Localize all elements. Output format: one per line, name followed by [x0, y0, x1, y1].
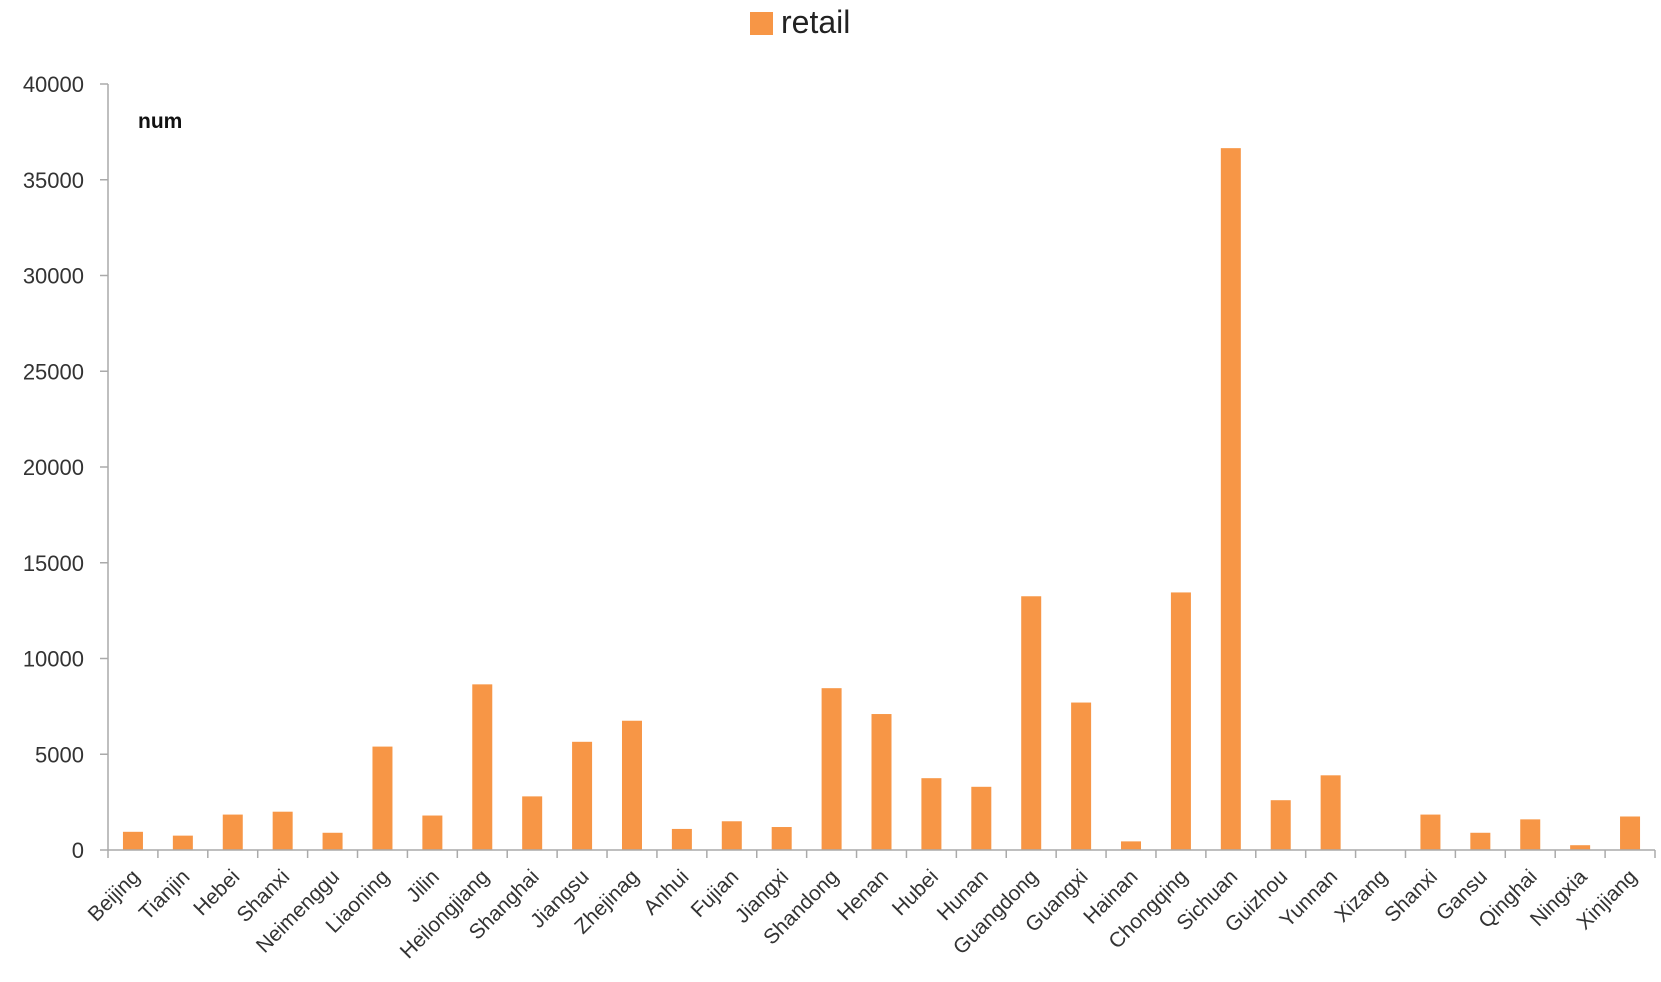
- y-tick-label: 30000: [23, 264, 84, 289]
- bar-henan: [871, 714, 892, 850]
- bar-sichuan: [1220, 148, 1241, 851]
- bar-chongqing: [1170, 592, 1191, 850]
- bar-yunnan: [1320, 775, 1341, 850]
- bar-shanxi: [272, 811, 293, 850]
- bar-shanghai: [522, 796, 543, 850]
- y-tick-label: 15000: [23, 551, 84, 576]
- bar-guizhou: [1270, 800, 1291, 850]
- bar-jiangxi: [771, 827, 792, 850]
- bar-jiangsu: [572, 741, 593, 850]
- bar-jilin: [422, 815, 443, 850]
- y-tick-label: 5000: [35, 742, 84, 767]
- bar-hubei: [921, 778, 942, 850]
- bar-gansu: [1470, 832, 1491, 850]
- x-tick-label: Tianjin: [135, 865, 194, 924]
- bar-hainan: [1121, 841, 1142, 850]
- y-tick-label: 35000: [23, 168, 84, 193]
- x-axis-labels: BeijingTianjinHebeiShanxiNeimengguLiaoni…: [84, 850, 1656, 963]
- bar-fujian: [721, 821, 742, 850]
- bar-zhejinag: [621, 720, 642, 850]
- y-tick-label: 25000: [23, 359, 84, 384]
- bar-hunan: [971, 786, 992, 850]
- legend: retail: [750, 4, 850, 40]
- x-tick-label: Anhui: [639, 865, 693, 919]
- bar-beijing: [122, 831, 143, 850]
- x-tick-label: Shanxi: [1380, 865, 1442, 927]
- bars: [122, 148, 1641, 851]
- bar-shanxi: [1420, 814, 1441, 850]
- bar-guangxi: [1071, 702, 1092, 850]
- y-tick-label: 40000: [23, 72, 84, 97]
- y-tick-label: 0: [72, 838, 84, 863]
- bar-ningxia: [1570, 845, 1591, 850]
- bar-neimenggu: [322, 832, 343, 850]
- x-tick-label: Jilin: [402, 865, 444, 907]
- bar-tianjin: [172, 835, 193, 850]
- bar-liaoning: [372, 746, 393, 850]
- y-tick-label: 20000: [23, 455, 84, 480]
- x-tick-label: Xizang: [1330, 865, 1392, 927]
- x-tick-label: Beijing: [84, 865, 145, 926]
- bar-qinghai: [1520, 819, 1541, 850]
- bar-heilongjiang: [472, 684, 493, 850]
- legend-swatch-retail: [750, 12, 773, 35]
- bar-guangdong: [1021, 596, 1042, 850]
- y-axis-ticks: 0 5000 10000 15000 20000 25000 30000 35000 40000: [23, 72, 108, 863]
- bar-shandong: [821, 688, 842, 850]
- bar-xinjiang: [1620, 816, 1641, 850]
- bar-hebei: [222, 814, 243, 850]
- y-axis-unit-label: num: [138, 110, 182, 133]
- bar-anhui: [671, 828, 692, 850]
- x-tick-label: Henan: [833, 865, 893, 925]
- y-tick-label: 10000: [23, 647, 84, 672]
- legend-label-retail: retail: [781, 4, 850, 40]
